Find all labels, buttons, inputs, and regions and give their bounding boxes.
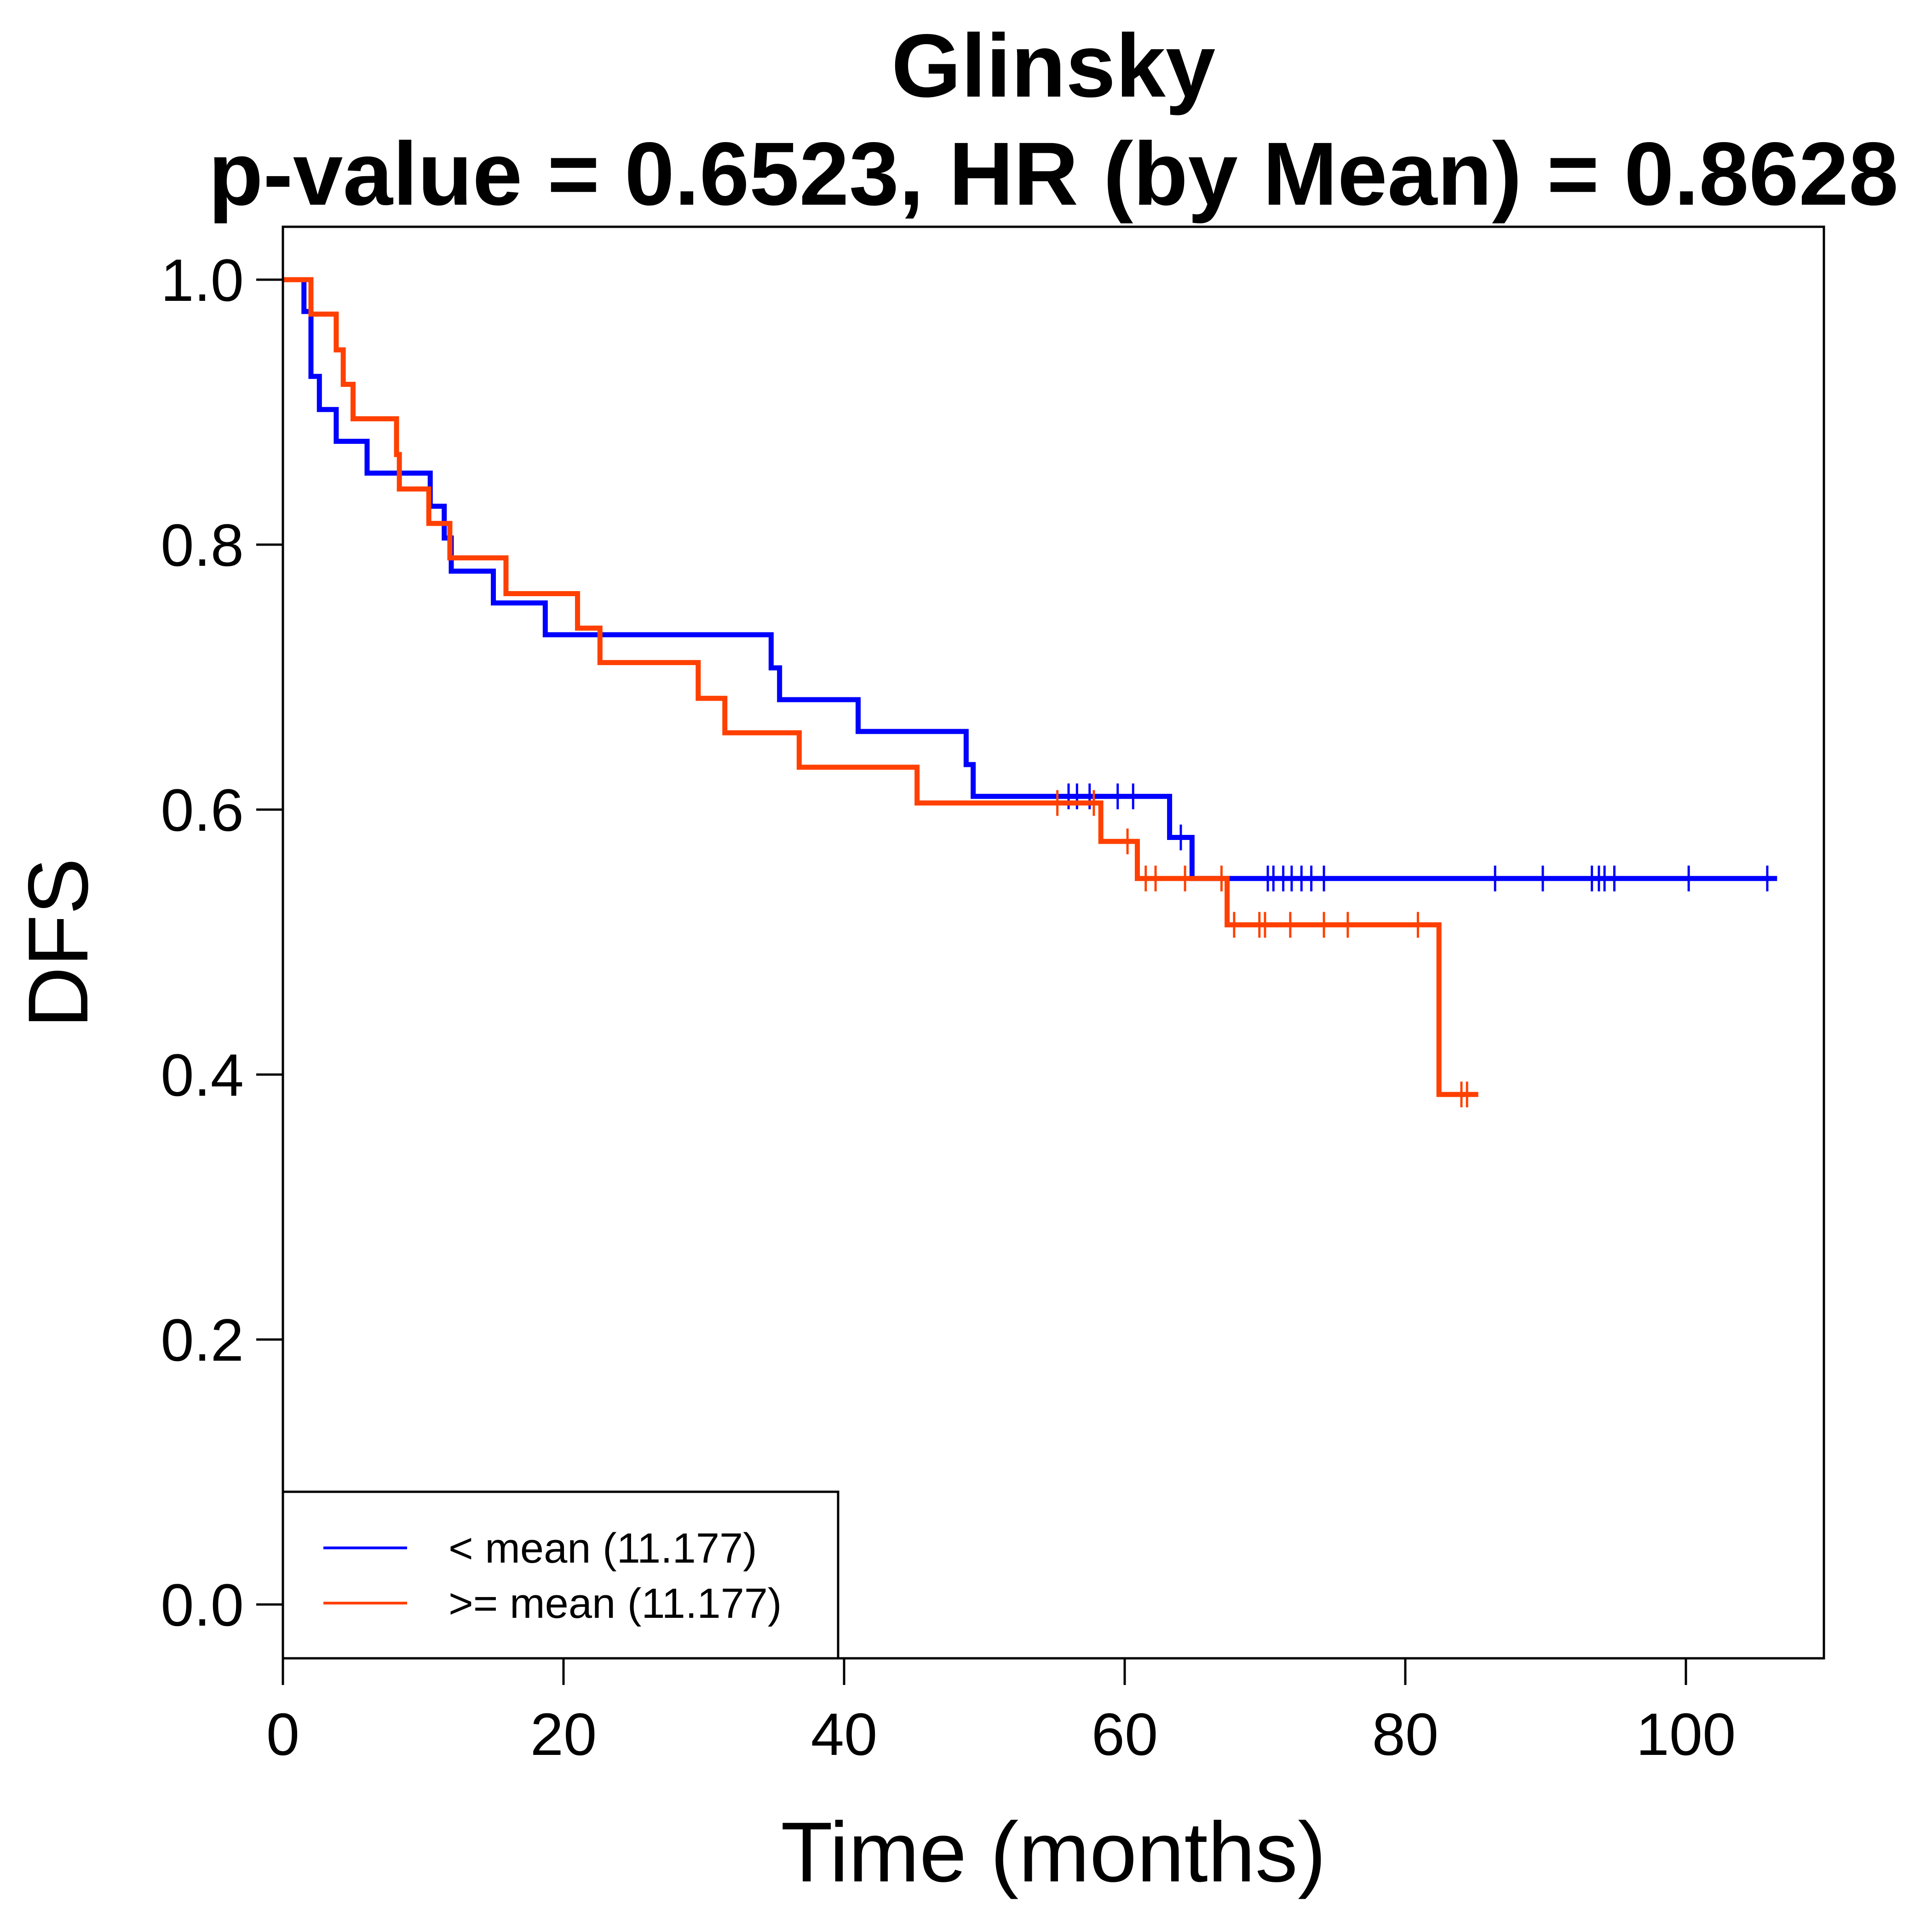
x-tick-label: 20	[530, 1701, 597, 1768]
y-tick-label: 0.6	[161, 776, 244, 844]
km-curve-1	[283, 277, 1478, 1097]
x-tick-label: 60	[1092, 1701, 1158, 1768]
y-axis-label: DFS	[11, 858, 106, 1028]
series-layer	[283, 277, 1777, 1108]
y-tick-label: 0.0	[161, 1571, 244, 1639]
y-tick-label: 1.0	[161, 247, 244, 314]
x-tick-label: 80	[1372, 1701, 1439, 1768]
x-tick-label: 0	[266, 1701, 299, 1768]
km-curve-0	[283, 277, 1777, 881]
y-tick-label: 0.2	[161, 1306, 244, 1374]
y-tick-label: 0.4	[161, 1041, 244, 1109]
y-tick-label: 0.8	[161, 512, 244, 579]
x-axis-label: Time (months)	[781, 1805, 1326, 1900]
legend-box	[282, 1490, 840, 1660]
legend-label-lt-mean: < mean (11.177)	[448, 1525, 757, 1572]
legend-label-ge-mean: >= mean (11.177)	[448, 1580, 782, 1627]
x-tick-label: 40	[811, 1701, 878, 1768]
legend: < mean (11.177) >= mean (11.177)	[282, 1490, 840, 1660]
plot-frame	[282, 225, 1825, 1660]
axes: 0 20 40 60 80 100 0.0 0.2 0.4 0.6 0.8 1.0	[161, 247, 1736, 1768]
chart-subtitle: p-value = 0.6523, HR (by Mean) = 0.8628	[208, 124, 1898, 224]
x-tick-label: 100	[1636, 1701, 1736, 1768]
chart-title: Glinsky	[891, 16, 1216, 116]
